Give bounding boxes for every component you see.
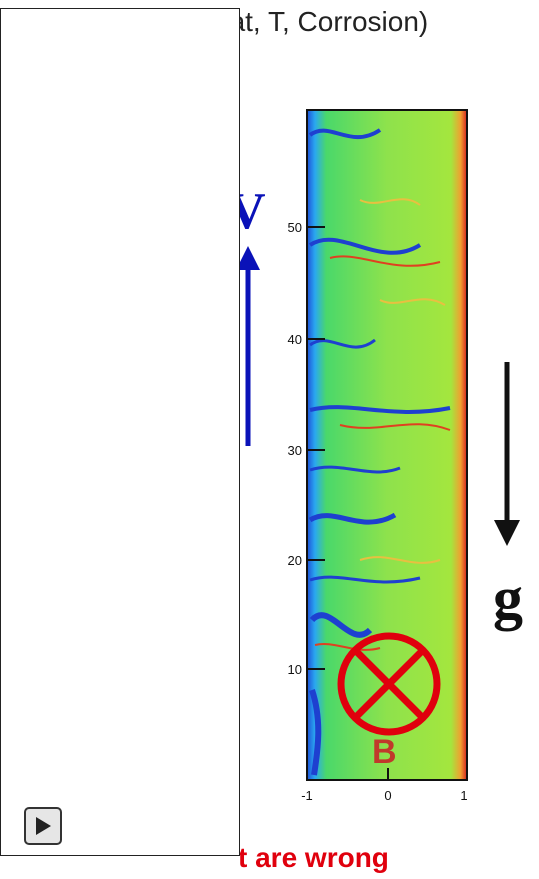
x-tick-0: 0 bbox=[384, 788, 391, 803]
x-tick-neg1: -1 bbox=[301, 788, 313, 803]
field-colormap bbox=[307, 110, 467, 780]
magnetic-field-into-page-symbol bbox=[337, 632, 441, 736]
slide-title-fragment: eat, T, Corrosion) bbox=[214, 6, 429, 37]
magnetic-field-label: B bbox=[372, 733, 397, 771]
velocity-arrow bbox=[236, 246, 260, 446]
y-tick-10: 10 bbox=[288, 662, 302, 677]
y-axis-ticks bbox=[307, 226, 325, 670]
y-tick-40: 40 bbox=[288, 332, 302, 347]
play-icon bbox=[36, 817, 51, 835]
slide-footer-fragment: t are wrong bbox=[238, 842, 389, 873]
play-button[interactable] bbox=[24, 807, 62, 845]
x-tick-1: 1 bbox=[460, 788, 467, 803]
y-tick-30: 30 bbox=[288, 443, 302, 458]
y-tick-50: 50 bbox=[288, 220, 302, 235]
gravity-arrow bbox=[494, 362, 520, 546]
y-tick-20: 20 bbox=[288, 553, 302, 568]
overlay-panel bbox=[0, 8, 240, 856]
gravity-label: g bbox=[493, 565, 523, 631]
